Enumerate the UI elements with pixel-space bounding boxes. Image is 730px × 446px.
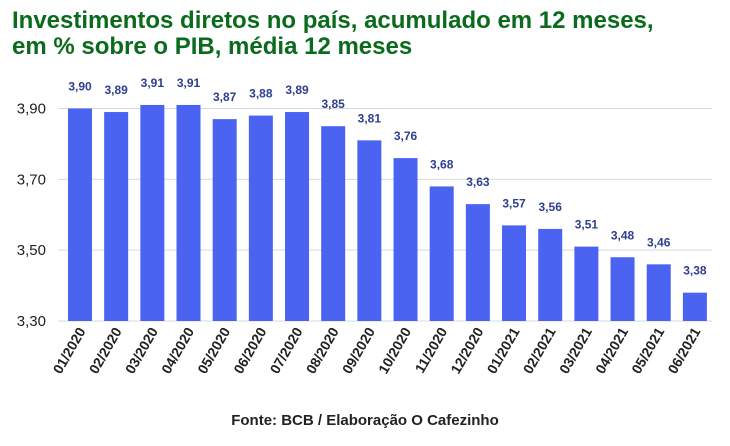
- x-tick-label: 05/2021: [628, 324, 667, 376]
- data-label: 3,91: [141, 76, 165, 90]
- x-tick-label: 01/2021: [483, 324, 522, 376]
- bar: [502, 225, 527, 321]
- data-label: 3,68: [430, 157, 454, 171]
- bar: [321, 126, 346, 321]
- x-tick-label: 06/2020: [230, 324, 269, 376]
- data-label: 3,88: [249, 87, 273, 101]
- bar: [393, 158, 418, 321]
- bar: [176, 104, 201, 321]
- data-label: 3,48: [611, 228, 635, 242]
- data-label: 3,91: [177, 76, 201, 90]
- bar: [429, 186, 454, 321]
- bar: [248, 115, 273, 321]
- chart-title-line-2: em % sobre o PIB, média 12 meses: [12, 33, 413, 60]
- y-tick-label: 3,50: [17, 242, 46, 259]
- bar: [682, 292, 707, 321]
- x-tick-label: 04/2021: [592, 324, 631, 376]
- x-tick-label: 12/2020: [447, 324, 486, 376]
- data-label: 3,38: [683, 264, 707, 278]
- bar: [574, 246, 599, 321]
- bar: [212, 119, 237, 321]
- bar: [465, 204, 490, 321]
- x-tick-label: 06/2021: [664, 324, 703, 376]
- y-tick-label: 3,30: [17, 313, 46, 330]
- data-label: 3,63: [466, 175, 490, 189]
- x-tick-label: 11/2020: [412, 324, 451, 375]
- bar: [104, 112, 129, 322]
- x-tick-label: 09/2020: [339, 324, 378, 376]
- x-tick-label: 08/2020: [303, 324, 342, 376]
- bar: [140, 104, 165, 321]
- data-label: 3,89: [285, 83, 309, 97]
- data-label: 3,89: [104, 83, 128, 97]
- bar: [285, 112, 310, 322]
- data-label: 3,81: [358, 111, 382, 125]
- bar: [68, 108, 92, 321]
- bar: [357, 140, 382, 321]
- data-label: 3,90: [68, 80, 92, 94]
- y-tick-label: 3,90: [17, 101, 46, 118]
- x-tick-label: 03/2021: [556, 324, 595, 376]
- data-label: 3,56: [539, 200, 563, 214]
- y-tick-label: 3,70: [17, 171, 46, 188]
- data-label: 3,57: [502, 196, 526, 210]
- x-tick-label: 02/2020: [86, 324, 125, 376]
- data-label: 3,76: [394, 129, 418, 143]
- x-tick-label: 01/2020: [49, 324, 88, 376]
- x-tick-label: 10/2020: [375, 324, 414, 376]
- chart-title: Investimentos diretos no país, acumulado…: [12, 8, 654, 60]
- x-tick-label: 05/2020: [194, 324, 233, 376]
- data-label: 3,87: [213, 90, 237, 104]
- data-label: 3,85: [322, 97, 346, 111]
- bar: [538, 228, 563, 321]
- data-label: 3,46: [647, 235, 671, 249]
- bar: [610, 257, 635, 321]
- source-note: Fonte: BCB / Elaboração O Cafezinho: [231, 412, 499, 429]
- chart-title-line-1: Investimentos diretos no país, acumulado…: [12, 7, 654, 34]
- x-tick-label: 03/2020: [122, 324, 161, 376]
- bar: [646, 264, 671, 321]
- x-tick-label: 04/2020: [158, 324, 197, 376]
- x-tick-label: 02/2021: [520, 324, 559, 376]
- x-tick-label: 07/2020: [266, 324, 305, 376]
- data-label: 3,51: [575, 218, 599, 232]
